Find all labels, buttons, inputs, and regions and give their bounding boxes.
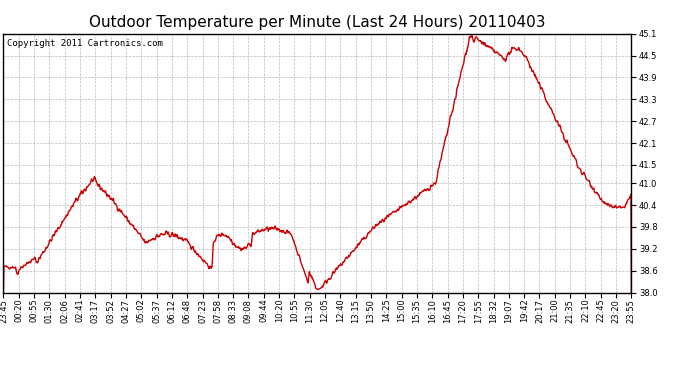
Text: Outdoor Temperature per Minute (Last 24 Hours) 20110403: Outdoor Temperature per Minute (Last 24 …	[89, 15, 546, 30]
Text: Copyright 2011 Cartronics.com: Copyright 2011 Cartronics.com	[7, 39, 162, 48]
